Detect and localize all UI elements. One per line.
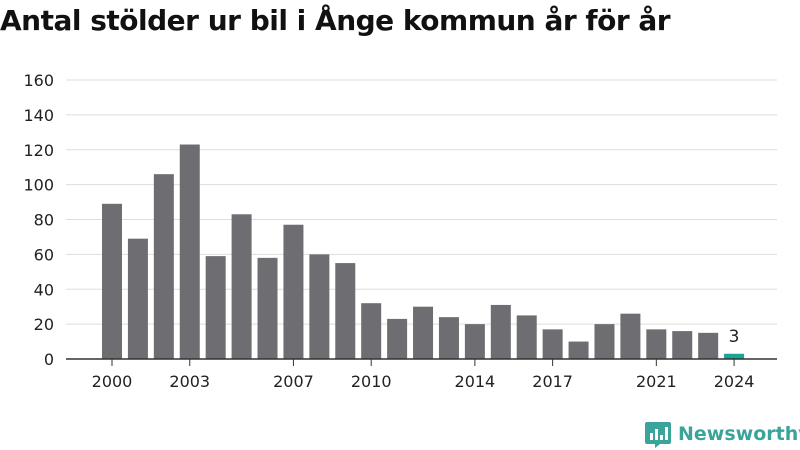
y-tick-label: 0 — [44, 350, 54, 369]
bar-2013 — [438, 317, 459, 359]
bar-2015 — [490, 304, 511, 359]
chart-title: Antal stölder ur bil i Ånge kommun år fö… — [0, 4, 671, 37]
bar-2012 — [413, 306, 434, 359]
x-tick-label: 2010 — [351, 372, 392, 391]
y-tick-label: 120 — [23, 141, 54, 160]
bar-2004 — [205, 256, 226, 359]
x-tick-label: 2014 — [455, 372, 496, 391]
data-label-2024: 3 — [729, 327, 740, 347]
data-labels: 3 — [729, 327, 740, 347]
bar-2020 — [620, 313, 641, 359]
bar-2009 — [335, 263, 356, 359]
y-tick-label: 60 — [34, 245, 54, 264]
bar-2011 — [387, 318, 408, 359]
bar-2008 — [309, 254, 330, 359]
bar-2005 — [231, 214, 252, 359]
y-tick-label: 80 — [34, 211, 54, 230]
x-tick-label: 2000 — [92, 372, 133, 391]
x-tick-label: 2007 — [273, 372, 314, 391]
x-tick-label: 2024 — [714, 372, 755, 391]
y-tick-label: 160 — [23, 71, 54, 90]
bar-2019 — [594, 324, 615, 359]
bar-2016 — [516, 315, 537, 359]
bar-2021 — [646, 329, 667, 359]
bar-2002 — [153, 174, 174, 359]
bar-2003 — [179, 144, 200, 359]
bar-2010 — [361, 303, 382, 359]
x-tick-label: 2021 — [636, 372, 677, 391]
bar-2001 — [127, 238, 148, 359]
bar-2018 — [568, 341, 589, 359]
bar-2000 — [102, 203, 122, 359]
bar-2017 — [542, 329, 563, 359]
brand-logo: Newsworthy — [644, 420, 800, 448]
bar-2022 — [672, 331, 693, 359]
bar-2014 — [464, 324, 485, 359]
bar-2023 — [698, 332, 719, 359]
y-axis-ticks: 0 20 40 60 80 100 120 140 160 — [23, 71, 54, 369]
x-tick-label: 2017 — [532, 372, 573, 391]
x-tick-label: 2003 — [169, 372, 210, 391]
brand-name: Newsworthy — [678, 423, 800, 445]
newsworthy-logo-icon — [645, 422, 671, 448]
y-tick-label: 40 — [34, 280, 54, 299]
bar-2006 — [257, 257, 278, 359]
bar-2024 — [724, 353, 745, 359]
y-tick-label: 100 — [23, 176, 54, 195]
bars — [102, 144, 745, 359]
y-tick-label: 20 — [34, 315, 54, 334]
x-axis-ticks: 2000 2003 2007 2010 2014 2017 2021 2024 — [92, 359, 755, 391]
bar-2007 — [283, 224, 304, 359]
y-tick-label: 140 — [23, 106, 54, 125]
